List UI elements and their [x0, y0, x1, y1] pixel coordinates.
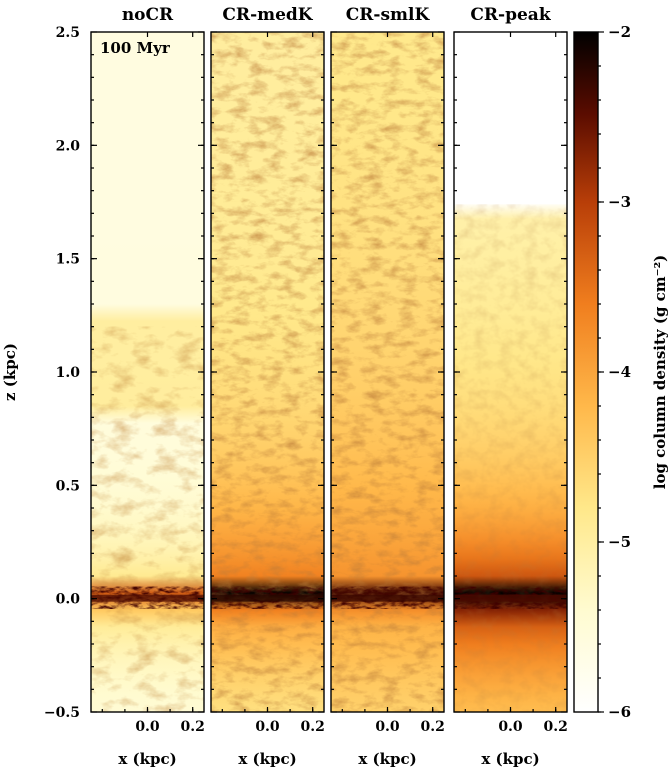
y-tick-label: 1.0	[56, 365, 81, 381]
disk-midplane	[91, 594, 204, 602]
y-tick-label: 2.0	[56, 138, 81, 154]
y-tick-label: 1.5	[56, 252, 80, 268]
disk-midplane	[331, 594, 444, 602]
panel-image-cr-smlk	[331, 32, 444, 712]
panel-structure	[331, 32, 444, 712]
colorbar-tick-label: −5	[608, 533, 631, 551]
y-tick-label: −0.5	[44, 705, 80, 721]
y-tick-label: 0.0	[56, 592, 81, 608]
x-tick-label: 0.0	[255, 719, 280, 735]
panel-structure	[91, 326, 204, 712]
panel-image-nocr	[91, 32, 204, 712]
panel-structure	[211, 32, 324, 712]
x-tick-label: 0.2	[421, 719, 445, 735]
x-axis-label: x (kpc)	[358, 750, 416, 768]
x-axis-label: x (kpc)	[481, 750, 539, 768]
panel-title: noCR	[122, 5, 174, 25]
colorbar-gradient	[574, 32, 598, 712]
x-axis-label: x (kpc)	[238, 750, 296, 768]
x-tick-label: 0.2	[181, 719, 205, 735]
colorbar-tick-label: −2	[608, 23, 631, 41]
colorbar-label: log column density (g cm⁻²)	[651, 255, 669, 490]
disk-midplane	[454, 594, 567, 602]
y-tick-label: 0.5	[56, 478, 80, 494]
panel-image-cr-peak	[454, 32, 567, 712]
panels-layer	[91, 32, 567, 712]
empty-region	[454, 32, 567, 205]
panel-image-cr-medk	[211, 32, 324, 712]
x-tick-label: 0.2	[301, 719, 325, 735]
panel-title: CR-smlK	[346, 5, 431, 25]
y-tick-label: 2.5	[56, 25, 80, 41]
x-tick-label: 0.0	[135, 719, 160, 735]
colorbar: −2 −3 −4 −5 −6 log column density (g cm⁻²)	[573, 23, 669, 721]
x-tick-label: 0.0	[498, 719, 523, 735]
x-tick-label: 0.0	[375, 719, 400, 735]
time-annotation: 100 Myr	[100, 39, 171, 57]
colorbar-tick-label: −3	[608, 193, 631, 211]
x-tick-label: 0.2	[544, 719, 568, 735]
disk-midplane	[211, 594, 324, 602]
axes-layer: noCR 0.0 0.2 x (kpc) CR-medK 0.0 0.2 x (kpc) CR-…	[1, 5, 568, 768]
x-axis-label: x (kpc)	[118, 750, 176, 768]
panel-title: CR-peak	[470, 5, 551, 25]
y-axis-label: z (kpc)	[1, 343, 19, 401]
panel-structure	[454, 204, 567, 712]
panel-title: CR-medK	[222, 5, 313, 25]
colorbar-tick-label: −6	[608, 703, 631, 721]
colorbar-tick-label: −4	[608, 363, 631, 381]
